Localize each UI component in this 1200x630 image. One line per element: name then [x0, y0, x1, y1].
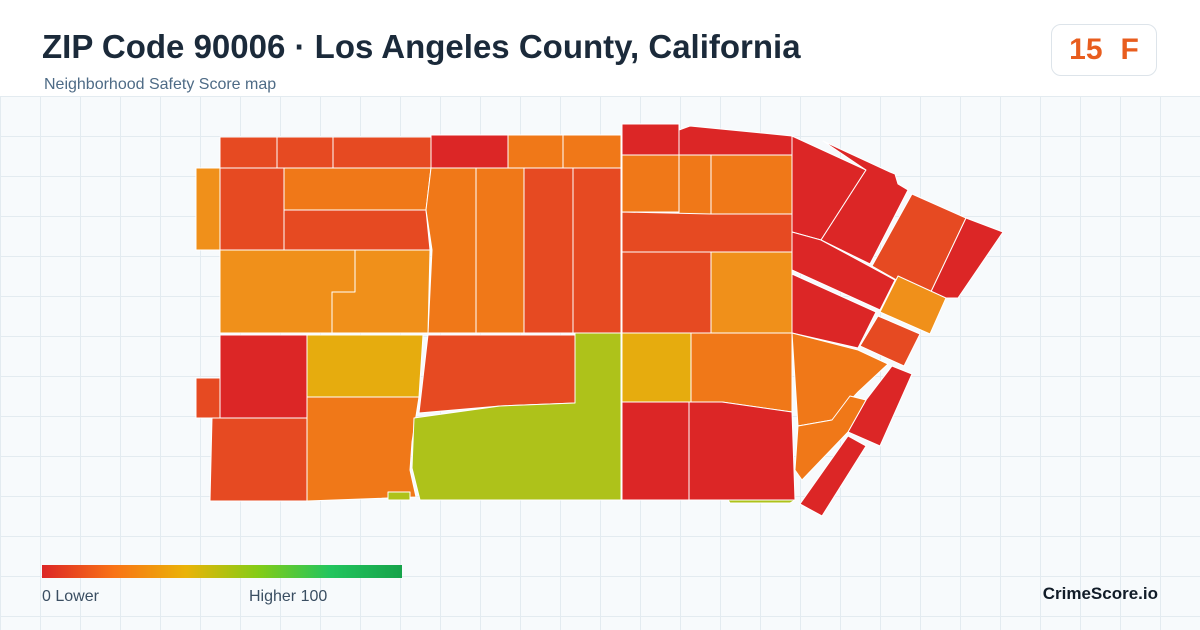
legend-min-label: 0 Lower — [42, 588, 99, 605]
map-block[interactable] — [820, 140, 909, 265]
map-block[interactable] — [283, 167, 432, 211]
map-block[interactable] — [710, 154, 793, 215]
map-block[interactable] — [219, 136, 278, 169]
map-block[interactable] — [387, 491, 411, 501]
map-block[interactable] — [418, 334, 576, 414]
map-block[interactable] — [799, 435, 867, 517]
map-block[interactable] — [621, 251, 712, 334]
map-block[interactable] — [791, 231, 896, 311]
map-block[interactable] — [621, 123, 680, 156]
map-block[interactable] — [306, 334, 424, 398]
map-block[interactable] — [219, 334, 308, 419]
map-block[interactable] — [859, 315, 921, 367]
map-block[interactable] — [331, 249, 431, 334]
score-grade: F — [1120, 33, 1139, 66]
brand-name: CrimeScore.io — [1042, 584, 1158, 603]
page-subtitle: Neighborhood Safety Score map — [44, 76, 277, 93]
map-block[interactable] — [572, 167, 622, 334]
map-block[interactable] — [688, 401, 796, 501]
map-block[interactable] — [475, 167, 525, 334]
header: ZIP Code 90006 · Los Angeles County, Cal… — [0, 0, 1200, 96]
map-block[interactable] — [791, 273, 877, 349]
map-block[interactable] — [195, 377, 221, 419]
map-block[interactable] — [209, 417, 308, 502]
map-block[interactable] — [621, 401, 690, 501]
score-value: 15 — [1069, 33, 1103, 66]
map-block[interactable] — [276, 136, 334, 169]
page-title: ZIP Code 90006 · Los Angeles County, Cal… — [42, 28, 801, 65]
map-block[interactable] — [621, 211, 793, 253]
map-block[interactable] — [195, 167, 221, 251]
map-block[interactable] — [332, 136, 432, 169]
map-block[interactable] — [430, 134, 509, 169]
map-block[interactable] — [621, 154, 680, 213]
map-block[interactable] — [847, 365, 913, 447]
map-block[interactable] — [727, 499, 796, 504]
map-block[interactable] — [523, 167, 574, 334]
legend-max-label: Higher 100 — [249, 588, 328, 605]
map-block[interactable] — [621, 332, 692, 403]
map-block[interactable] — [425, 167, 477, 334]
map-block[interactable] — [411, 332, 622, 501]
map-block[interactable] — [794, 395, 867, 481]
map-block[interactable] — [879, 275, 947, 335]
map-block[interactable] — [306, 396, 420, 502]
map-block[interactable] — [678, 154, 712, 215]
map-block[interactable] — [219, 167, 285, 251]
map-block[interactable] — [562, 134, 622, 169]
map-block[interactable] — [507, 134, 564, 169]
map-block[interactable] — [283, 209, 431, 251]
map-block[interactable] — [927, 217, 1004, 299]
map-block[interactable] — [690, 332, 793, 413]
map-block[interactable] — [710, 251, 793, 334]
legend-gradient-bar — [42, 565, 402, 578]
map-block[interactable] — [678, 125, 793, 156]
score-badge: 15 F — [1051, 24, 1157, 76]
